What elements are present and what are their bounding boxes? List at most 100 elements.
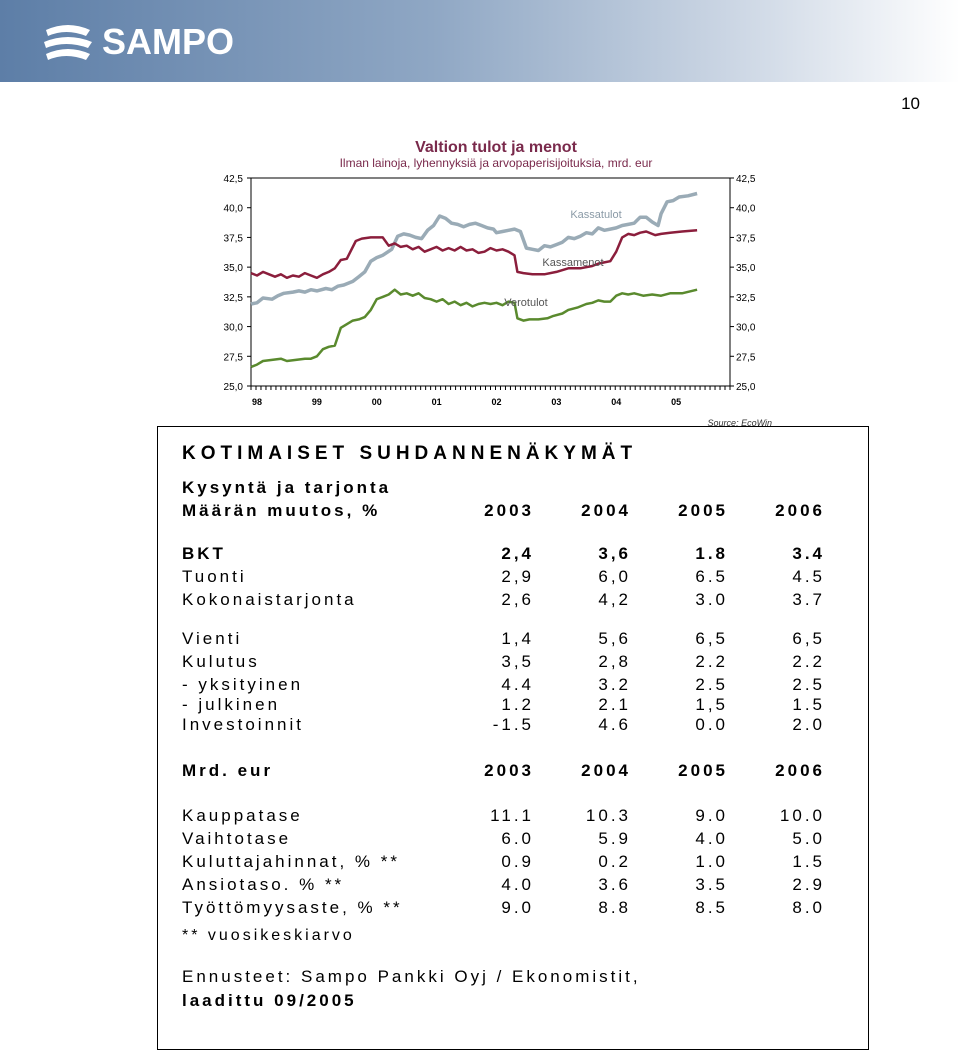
series-line-verotulot xyxy=(250,288,698,369)
x-tick-label: 98 xyxy=(252,397,262,407)
row-value: 1.8 xyxy=(695,544,728,563)
row-value: 9.0 xyxy=(501,898,534,917)
y-tick-label-right: 25,0 xyxy=(736,382,756,393)
row-value: 1,5 xyxy=(695,695,728,714)
section1-year: 2004 xyxy=(581,501,631,520)
row-label: Tuonti xyxy=(182,567,247,586)
row-value: 6,5 xyxy=(792,629,825,648)
section1-year: 2006 xyxy=(775,501,825,520)
row-value: 1.5 xyxy=(792,695,825,714)
x-tick-label: 02 xyxy=(491,397,501,407)
series-label-kassamenot: Kassamenot xyxy=(542,257,603,269)
row-value: 10.3 xyxy=(585,806,631,825)
row-value: 10.0 xyxy=(779,806,825,825)
y-tick-label-left: 42,5 xyxy=(224,174,244,185)
row-value: 2.1 xyxy=(598,695,631,714)
x-tick-label: 04 xyxy=(611,397,621,407)
row-value: 6,5 xyxy=(695,629,728,648)
row-value: 8.0 xyxy=(792,898,825,917)
row-value: 4.5 xyxy=(792,567,825,586)
row-value: 0.0 xyxy=(695,715,728,734)
row-label: Ansiotaso. % ** xyxy=(182,875,345,894)
row-value: 8.8 xyxy=(598,898,631,917)
table-date-line: laadittu 09/2005 xyxy=(182,991,357,1010)
row-value: 3.5 xyxy=(695,875,728,894)
chart-source: Source: EcoWin xyxy=(708,418,772,428)
section2-year: 2004 xyxy=(581,761,631,780)
row-value: 8.5 xyxy=(695,898,728,917)
series-line-kassatulot xyxy=(250,191,698,306)
row-value: 1,4 xyxy=(501,629,534,648)
section2-year: 2003 xyxy=(484,761,534,780)
row-value: 3,6 xyxy=(598,544,631,563)
plot-frame xyxy=(250,177,731,387)
section1-year: 2005 xyxy=(678,501,728,520)
header-banner xyxy=(0,0,960,82)
y-tick-label-left: 35,0 xyxy=(224,263,244,274)
row-value: 1.5 xyxy=(792,852,825,871)
y-tick-label-right: 40,0 xyxy=(736,204,756,215)
chart-ticks: 25,0 25,0 27,5 27,5 30,0 30,0 32,5 32,5 35,0 35,0… xyxy=(224,174,756,407)
y-tick-label-left: 30,0 xyxy=(224,323,244,334)
row-label: Kulutus xyxy=(182,652,260,671)
row-value: 6.5 xyxy=(695,567,728,586)
row-value: 2.2 xyxy=(792,652,825,671)
sampo-logo: SAMPO xyxy=(42,18,234,66)
row-value: 3.6 xyxy=(598,875,631,894)
x-tick-label: 00 xyxy=(372,397,382,407)
row-label: BKT xyxy=(182,544,226,563)
row-value: 2,8 xyxy=(598,652,631,671)
series-label-verotulot: Verotulot xyxy=(504,297,547,309)
x-tick-label: 01 xyxy=(432,397,442,407)
row-value: 6.0 xyxy=(501,829,534,848)
row-value: 0.9 xyxy=(501,852,534,871)
y-tick-label-left: 27,5 xyxy=(224,352,244,363)
row-label: Vienti xyxy=(182,629,243,648)
row-value: 6,0 xyxy=(598,567,631,586)
x-tick-label: 03 xyxy=(551,397,561,407)
row-value: 5.0 xyxy=(792,829,825,848)
row-label: Kokonaistarjonta xyxy=(182,590,357,609)
row-value: 1.2 xyxy=(501,695,534,714)
x-tick-label: 99 xyxy=(312,397,322,407)
row-value: 4.0 xyxy=(501,875,534,894)
row-value: 2.5 xyxy=(792,675,825,694)
forecast-table-box xyxy=(157,426,869,1050)
row-label: Kuluttajahinnat, % ** xyxy=(182,852,400,871)
series-line-kassamenot xyxy=(250,229,698,280)
section1-header-label: Määrän muutos, % xyxy=(182,501,381,520)
y-tick-label-right: 32,5 xyxy=(736,293,756,304)
chart: Valtion tulot ja menot Ilman lainoja, ly… xyxy=(224,139,772,428)
logo-text: SAMPO xyxy=(102,21,235,62)
y-tick-label-right: 42,5 xyxy=(736,174,756,185)
row-value: 1.0 xyxy=(695,852,728,871)
y-tick-label-right: 27,5 xyxy=(736,352,756,363)
y-tick-label-right: 37,5 xyxy=(736,233,756,244)
section1-year: 2003 xyxy=(484,501,534,520)
chart-lines xyxy=(250,191,698,369)
chart-subtitle: Ilman lainoja, lyhennyksiä ja arvopaperi… xyxy=(340,156,653,170)
row-value: 3.4 xyxy=(792,544,825,563)
row-value: 2.0 xyxy=(792,715,825,734)
row-label: Investoinnit xyxy=(182,715,304,734)
row-value: 2.9 xyxy=(792,875,825,894)
row-label: Vaihtotase xyxy=(182,829,292,848)
y-tick-label-left: 32,5 xyxy=(224,293,244,304)
row-label: Työttömyysaste, % ** xyxy=(182,898,403,917)
y-tick-label-right: 30,0 xyxy=(736,323,756,334)
row-value: 0.2 xyxy=(598,852,631,871)
table-source-line: Ennusteet: Sampo Pankki Oyj / Ekonomisti… xyxy=(182,967,641,986)
row-value: 3.0 xyxy=(695,590,728,609)
y-tick-label-left: 40,0 xyxy=(224,204,244,215)
row-value: 2,4 xyxy=(501,544,534,563)
section2-year: 2005 xyxy=(678,761,728,780)
table-subtitle: Kysyntä ja tarjonta xyxy=(182,478,392,497)
row-value: 9.0 xyxy=(695,806,728,825)
row-value: 3.2 xyxy=(598,675,631,694)
row-value: 11.1 xyxy=(490,806,534,825)
table-footnote: ** vuosikeskiarvo xyxy=(182,927,355,944)
y-tick-label-left: 25,0 xyxy=(224,382,244,393)
series-label-kassatulot: Kassatulot xyxy=(570,209,621,221)
chart-axes xyxy=(250,177,731,390)
table-title: KOTIMAISET SUHDANNENÄKYMÄT xyxy=(182,443,638,464)
